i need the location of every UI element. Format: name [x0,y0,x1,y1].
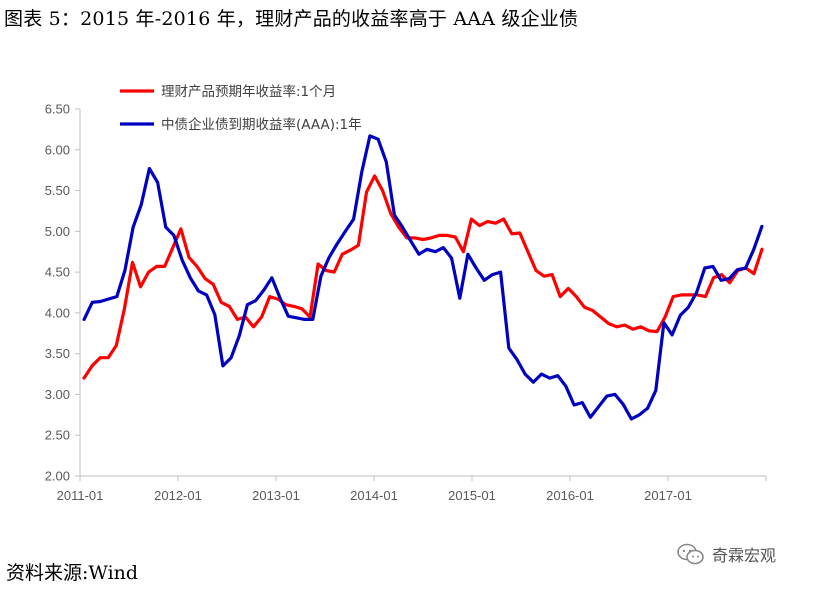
y-tick-label: 5.00 [45,224,70,239]
y-tick-label: 6.50 [45,102,70,117]
y-tick-label: 5.50 [45,183,70,198]
x-tick-label: 2013-01 [252,488,300,503]
watermark-text: 奇霖宏观 [712,546,777,565]
legend-label: 理财产品预期年收益率:1个月 [161,83,336,100]
source-note: 资料来源:Wind [6,562,139,584]
series-line-2 [82,134,764,421]
x-tick-label: 2011-01 [57,488,104,503]
y-tick-label: 6.00 [45,142,70,157]
series-line-1 [82,174,764,380]
x-axis: 2011-01 2012-01 2013-01 2014-01 2015-01 2016-… [57,475,767,503]
figure-title: 图表 5：2015 年-2016 年，理财产品的收益率高于 AAA 级企业债 [4,8,579,30]
y-tick-label: 3.50 [45,346,70,361]
series-layer [82,134,764,421]
y-tick-label: 3.00 [45,387,70,402]
y-tick-label: 4.50 [45,265,70,280]
y-tick-label: 4.00 [45,305,70,320]
watermark: 奇霖宏观 [676,542,776,566]
wechat-icon [677,543,704,565]
x-tick-label: 2012-01 [154,488,202,503]
legend-label: 中债企业债到期收益率(AAA):1年 [161,116,362,133]
y-tick-label: 2.00 [45,469,70,484]
y-tick-label: 2.50 [45,428,70,443]
x-tick-label: 2015-01 [448,488,496,503]
y-axis: 6.50 6.00 5.50 5.00 4.50 4.00 3.50 3.00 2.50 2.00 [45,102,81,484]
x-tick-label: 2016-01 [546,488,594,503]
x-tick-label: 2017-01 [644,488,692,503]
x-tick-label: 2014-01 [350,488,398,503]
